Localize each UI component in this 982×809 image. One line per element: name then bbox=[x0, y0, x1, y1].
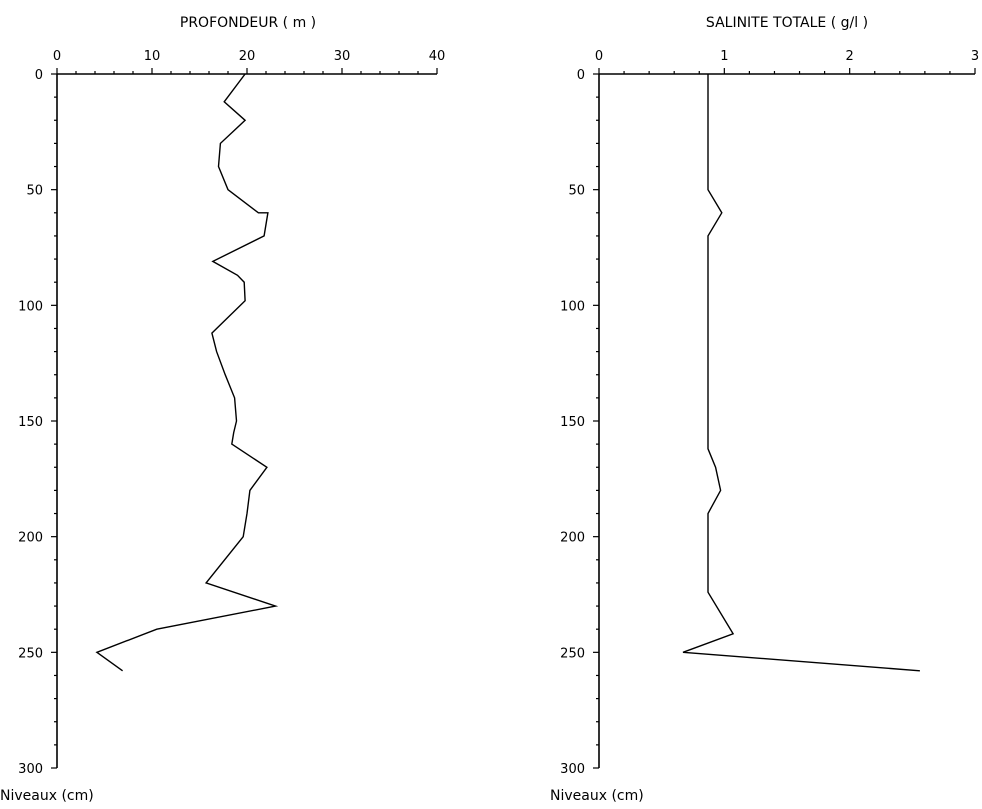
y-tick-label: 50 bbox=[26, 184, 43, 199]
x-tick-label: 40 bbox=[429, 49, 446, 64]
x-tick-label: 2 bbox=[846, 49, 854, 64]
chart-title: SALINITE TOTALE ( g/l ) bbox=[706, 15, 868, 31]
salinite-series-line bbox=[682, 74, 920, 672]
y-tick-label: 100 bbox=[560, 299, 585, 314]
y-tick-label: 200 bbox=[18, 531, 43, 546]
x-tick-label: 0 bbox=[595, 49, 603, 64]
profondeur-series-line bbox=[95, 73, 279, 672]
x-tick-label: 20 bbox=[239, 49, 256, 64]
y-tick-label: 300 bbox=[18, 762, 43, 777]
x-tick-label: 10 bbox=[144, 49, 161, 64]
y-tick-label: 100 bbox=[18, 299, 43, 314]
y-tick-label: 150 bbox=[18, 415, 43, 430]
y-tick-label: 250 bbox=[560, 646, 585, 661]
y-tick-label: 0 bbox=[35, 68, 43, 83]
x-tick-label: 30 bbox=[334, 49, 351, 64]
y-tick-label: 250 bbox=[18, 646, 43, 661]
y-axis-label: Niveaux (cm) bbox=[0, 788, 94, 804]
x-tick-label: 1 bbox=[720, 49, 728, 64]
y-tick-label: 50 bbox=[568, 184, 585, 199]
chart-title: PROFONDEUR ( m ) bbox=[180, 15, 316, 31]
chart-profondeur: PROFONDEUR ( m ) 0 10 20 30 40 0 50 100 150 200 25… bbox=[0, 15, 445, 804]
y-tick-label: 0 bbox=[577, 68, 585, 83]
y-tick-label: 300 bbox=[560, 762, 585, 777]
y-tick-label: 200 bbox=[560, 531, 585, 546]
y-tick-label: 150 bbox=[560, 415, 585, 430]
y-axis-label: Niveaux (cm) bbox=[550, 788, 644, 804]
x-tick-label: 3 bbox=[971, 49, 979, 64]
x-tick-label: 0 bbox=[53, 49, 61, 64]
chart-salinite: SALINITE TOTALE ( g/l ) 0 1 2 3 0 50 100 150 200… bbox=[550, 15, 979, 804]
